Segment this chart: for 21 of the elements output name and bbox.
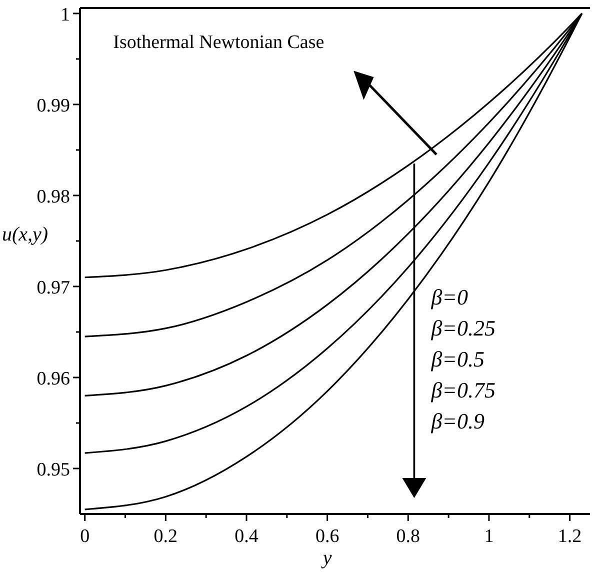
annotation: Isothermal Newtonian Case	[113, 32, 324, 54]
y-tick-label: 0.96	[36, 368, 70, 390]
x-tick-label: 1.2	[558, 526, 582, 547]
annotation: β=0.75	[430, 378, 496, 403]
y-tick-label: 0.95	[36, 459, 70, 480]
y-tick-label: 0.98	[36, 186, 70, 208]
x-tick-label: 0.4	[234, 526, 259, 547]
x-tick-label: 0	[80, 526, 90, 547]
x-tick-label: 0.6	[315, 526, 340, 547]
y-tick-label: 0.99	[36, 95, 70, 116]
annotation: β=0.25	[430, 316, 496, 341]
annotation: β=0	[430, 284, 468, 310]
x-tick-label: 1	[484, 526, 494, 547]
y-tick-label: 1	[60, 4, 70, 26]
x-tick-label: 0.2	[154, 526, 178, 547]
y-tick-label: 0.97	[36, 277, 70, 298]
annotation: β=0.9	[430, 408, 485, 434]
annotation: β=0.5	[430, 346, 485, 372]
x-tick-label: 0.8	[396, 526, 420, 547]
y-axis-title: u(x,y)	[2, 224, 48, 246]
x-axis-title: y	[320, 547, 332, 569]
